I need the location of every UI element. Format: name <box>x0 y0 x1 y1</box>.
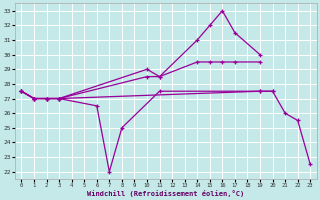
X-axis label: Windchill (Refroidissement éolien,°C): Windchill (Refroidissement éolien,°C) <box>87 190 244 197</box>
